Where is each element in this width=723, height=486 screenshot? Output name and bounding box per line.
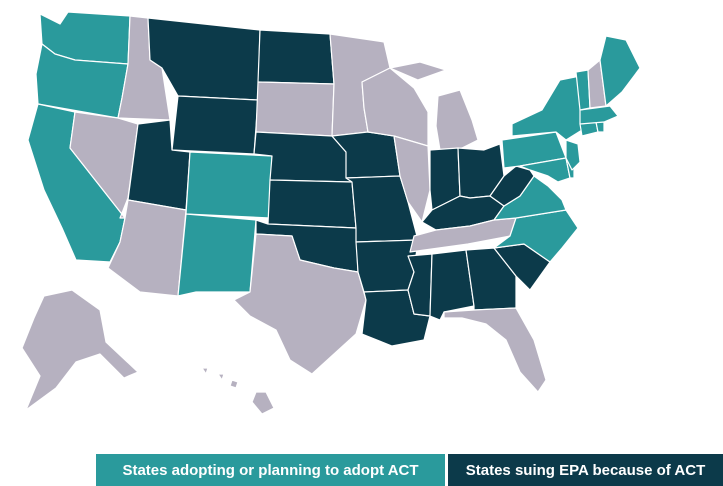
legend-adopting-label: States adopting or planning to adopt ACT <box>122 461 419 479</box>
state-mississippi <box>407 253 433 317</box>
us-map-svg <box>21 11 641 415</box>
legend-epa-label: States suing EPA because of ACT <box>465 461 706 479</box>
state-north-dakota <box>257 29 335 85</box>
state-south-dakota <box>255 81 335 137</box>
state-michigan <box>389 61 479 151</box>
state-colorado <box>185 151 273 219</box>
state-new-mexico <box>177 213 257 297</box>
state-west-virginia <box>489 165 535 207</box>
state-alaska <box>21 289 139 411</box>
state-arkansas <box>355 239 419 293</box>
us-map <box>21 11 641 415</box>
state-wyoming <box>171 95 259 155</box>
state-florida <box>443 307 547 393</box>
state-rhode-island <box>595 121 605 133</box>
state-kansas <box>267 179 357 229</box>
state-nevada <box>69 111 139 219</box>
legend-epa: States suing EPA because of ACT <box>448 454 723 486</box>
state-new-jersey <box>565 139 581 171</box>
state-hawaii <box>201 367 275 415</box>
state-texas <box>233 233 367 375</box>
state-new-york <box>511 75 583 141</box>
legend-adopting: States adopting or planning to adopt ACT <box>96 454 445 486</box>
state-maine <box>599 35 641 107</box>
